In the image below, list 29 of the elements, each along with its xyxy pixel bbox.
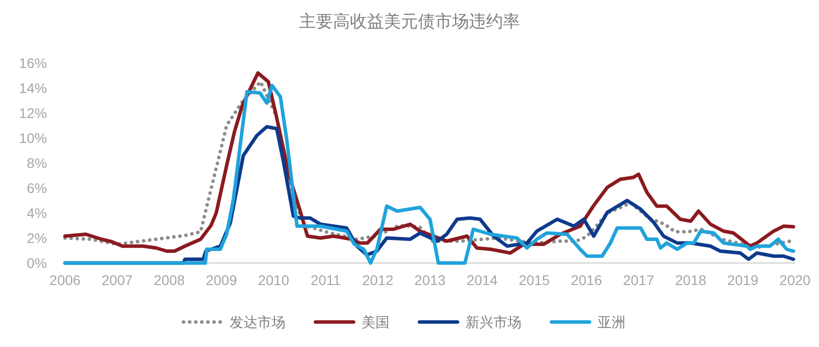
- x-tick-label: 2008: [154, 272, 186, 288]
- y-tick-label: 10%: [18, 130, 47, 146]
- x-tick-label: 2009: [206, 272, 238, 288]
- legend-label: 新兴市场: [466, 314, 522, 330]
- y-tick-label: 2%: [26, 230, 47, 246]
- legend-label: 美国: [362, 314, 390, 330]
- x-tick-label: 2018: [675, 272, 706, 288]
- x-tick-label: 2015: [518, 272, 550, 288]
- y-tick-label: 14%: [18, 80, 47, 96]
- x-tick-label: 2019: [727, 272, 759, 288]
- legend-label: 亚洲: [598, 314, 626, 330]
- y-tick-label: 8%: [26, 155, 47, 171]
- y-tick-label: 0%: [26, 255, 47, 271]
- x-tick-label: 2010: [258, 272, 290, 288]
- title: 主要高收益美元债市场违约率: [299, 12, 520, 31]
- x-tick-label: 2014: [466, 272, 498, 288]
- y-tick-label: 12%: [18, 105, 47, 121]
- legend-label: 发达市场: [230, 314, 286, 330]
- y-tick-label: 4%: [26, 205, 47, 221]
- y-tick-label: 6%: [26, 180, 47, 196]
- x-tick-label: 2006: [49, 272, 81, 288]
- x-tick-label: 2013: [414, 272, 446, 288]
- x-tick-label: 2020: [779, 272, 811, 288]
- x-tick-label: 2016: [570, 272, 602, 288]
- x-tick-label: 2007: [102, 272, 133, 288]
- x-tick-label: 2011: [310, 272, 341, 288]
- y-tick-label: 16%: [18, 55, 47, 71]
- x-tick-label: 2012: [362, 272, 394, 288]
- x-tick-label: 2017: [622, 272, 654, 288]
